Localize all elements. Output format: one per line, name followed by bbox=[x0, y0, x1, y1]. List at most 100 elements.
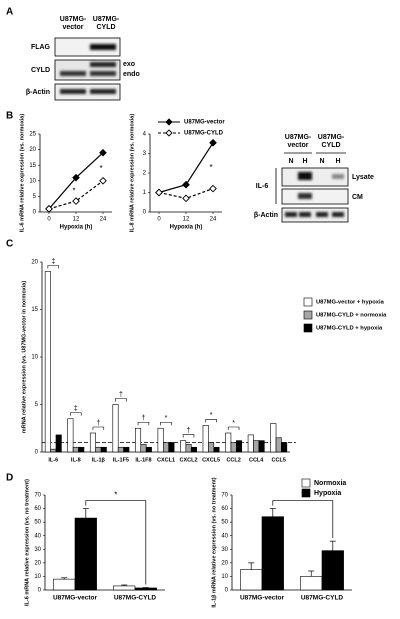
point bbox=[45, 205, 53, 213]
bar bbox=[123, 446, 130, 453]
lane-label: N bbox=[319, 158, 324, 165]
band bbox=[90, 44, 116, 50]
bar bbox=[185, 444, 192, 453]
x-tick-label: CCL4 bbox=[249, 457, 264, 463]
bar bbox=[190, 446, 197, 453]
x-tick-label: 24 bbox=[210, 217, 217, 223]
y-tick-label: 0 bbox=[35, 450, 39, 456]
bar bbox=[140, 444, 147, 453]
y-tick-label: 15 bbox=[31, 307, 38, 313]
blot bbox=[54, 83, 121, 101]
significance: * bbox=[209, 163, 212, 172]
x-tick-label: CXCL5 bbox=[202, 457, 220, 463]
bar bbox=[270, 423, 277, 453]
x-tick-label: 0 bbox=[157, 217, 161, 223]
significance: * bbox=[72, 186, 75, 195]
y-axis-label: IL-6 mRNA relative expression (vs. no tr… bbox=[24, 479, 30, 606]
panel-label: B bbox=[6, 111, 13, 122]
y-tick-label: 0 bbox=[38, 588, 42, 594]
bar bbox=[240, 569, 263, 591]
bar bbox=[145, 446, 152, 453]
significance-bracket bbox=[70, 412, 82, 416]
band bbox=[90, 89, 116, 94]
significance: † bbox=[119, 391, 123, 398]
x-tick-label: U87MG-CYLD bbox=[301, 595, 344, 602]
bar bbox=[168, 442, 175, 453]
legend-label: U87MG-CYLD + normoxia bbox=[316, 313, 387, 319]
legend-label: U87MG-vector + hypoxia bbox=[316, 300, 385, 306]
bar bbox=[202, 425, 209, 453]
bar bbox=[89, 432, 96, 453]
bar bbox=[78, 446, 85, 453]
y-tick-label: 4 bbox=[143, 132, 147, 138]
legend-swatch bbox=[301, 488, 311, 498]
point bbox=[209, 184, 217, 193]
significance-bracket bbox=[205, 419, 217, 423]
y-tick-label: 0 bbox=[33, 210, 37, 216]
bar bbox=[44, 271, 51, 453]
point bbox=[182, 194, 190, 203]
bar bbox=[247, 434, 254, 453]
significance: * bbox=[165, 415, 168, 422]
x-axis-label: Hypoxia (h) bbox=[170, 225, 203, 231]
legend-swatch bbox=[303, 310, 313, 320]
bar bbox=[236, 440, 243, 453]
legend-swatch bbox=[303, 297, 313, 307]
significance: ‡ bbox=[51, 258, 55, 265]
legend-label: U87MG-CYLD bbox=[184, 131, 224, 137]
x-tick-label: IL-1β bbox=[92, 457, 106, 463]
legend-label: Normoxia bbox=[314, 480, 346, 487]
significance: * bbox=[99, 164, 102, 173]
lane-label: H bbox=[335, 158, 340, 165]
y-tick-label: 10 bbox=[29, 178, 36, 184]
lane-label: H bbox=[302, 158, 307, 165]
x-tick-label: U87MG-vector bbox=[240, 595, 285, 602]
x-tick-label: CCL5 bbox=[272, 457, 286, 463]
significance-bracket bbox=[227, 426, 240, 430]
bar bbox=[113, 585, 136, 591]
bar bbox=[258, 440, 265, 453]
bar bbox=[180, 440, 187, 453]
bar bbox=[300, 576, 323, 591]
legend-swatch bbox=[303, 323, 313, 333]
bar bbox=[55, 434, 62, 453]
significance: † bbox=[142, 415, 146, 422]
x-tick-label: 12 bbox=[73, 217, 80, 223]
band bbox=[60, 71, 86, 76]
y-tick-label: 20 bbox=[34, 560, 41, 566]
bar bbox=[53, 578, 76, 591]
bar bbox=[135, 427, 142, 453]
blot-column-header: U87MG-vector bbox=[284, 134, 312, 149]
significance: † bbox=[96, 420, 100, 427]
blot-row-label: β-Actin bbox=[26, 89, 50, 96]
bar bbox=[117, 446, 124, 453]
y-tick-label: 10 bbox=[221, 574, 228, 580]
blot-row-label: CYLD bbox=[31, 67, 50, 74]
y-tick-label: 30 bbox=[34, 547, 41, 553]
significance-bracket bbox=[137, 421, 150, 426]
y-tick-label: 15 bbox=[29, 163, 36, 169]
bar bbox=[225, 432, 232, 453]
bar bbox=[162, 442, 170, 453]
y-tick-label: 60 bbox=[221, 506, 228, 512]
band bbox=[332, 174, 344, 179]
point bbox=[72, 197, 80, 205]
significance-bracket bbox=[272, 500, 334, 539]
y-tick-label: 50 bbox=[34, 520, 41, 526]
band bbox=[298, 172, 312, 180]
significance-bracket bbox=[92, 426, 105, 430]
y-axis-label: IL-1β mRNA relative expression (vs. no t… bbox=[211, 477, 217, 607]
x-tick-label: U87MG-CYLD bbox=[114, 595, 157, 602]
blot-side-label: Lysate bbox=[352, 174, 374, 181]
x-tick-label: 0 bbox=[47, 217, 51, 223]
point bbox=[72, 173, 80, 182]
x-tick-label: U87MG-vector bbox=[53, 595, 98, 602]
significance-bracket bbox=[115, 398, 127, 402]
y-tick-label: 20 bbox=[29, 147, 36, 153]
bar bbox=[112, 404, 119, 453]
blot bbox=[281, 207, 349, 223]
blot-side-label: CM bbox=[352, 194, 363, 201]
x-tick-label: CCL2 bbox=[226, 457, 240, 463]
bar bbox=[261, 516, 284, 591]
